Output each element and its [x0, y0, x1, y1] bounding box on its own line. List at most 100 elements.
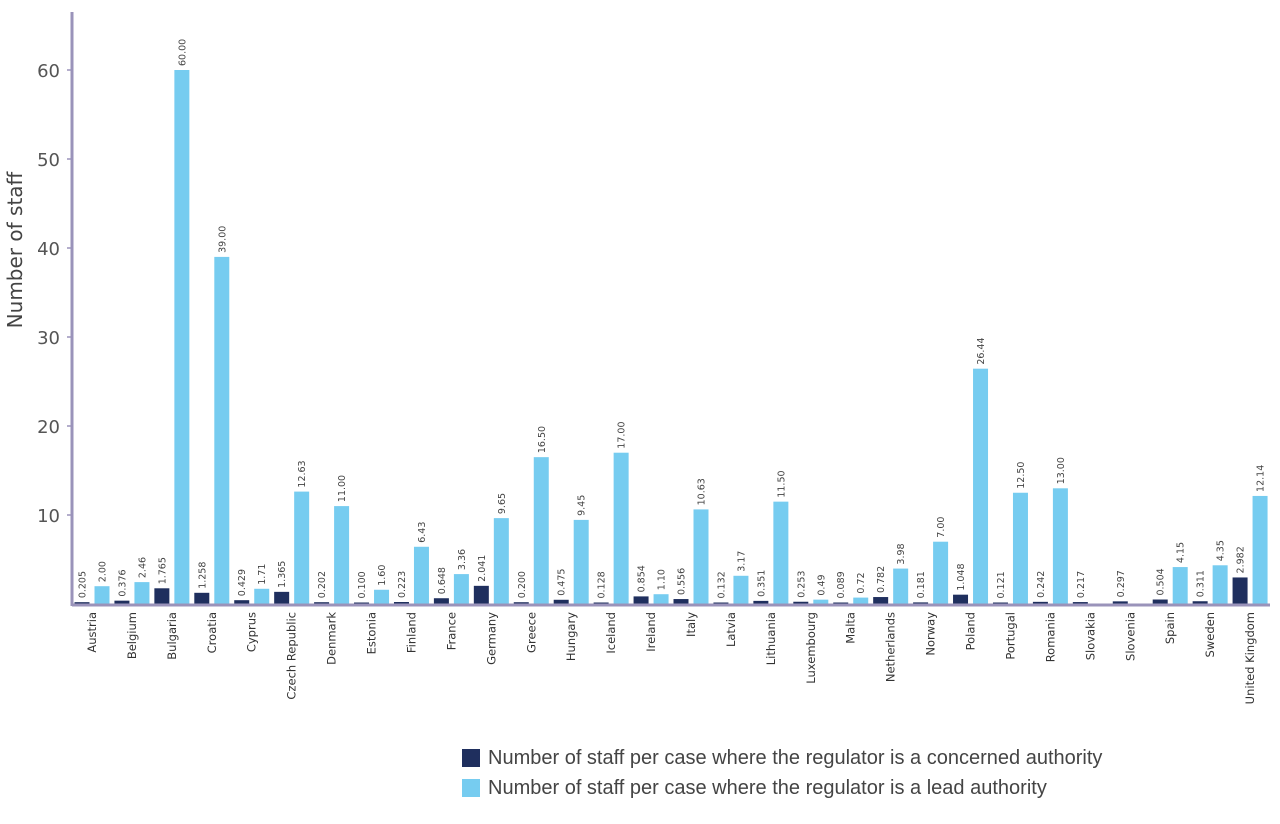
x-tick-label: Belgium	[125, 612, 139, 659]
data-label: 0.121	[996, 571, 1007, 598]
data-label: 1.60	[377, 565, 388, 586]
data-label: 9.45	[577, 495, 588, 516]
data-label: 60.00	[177, 39, 188, 66]
bar-lead	[933, 541, 949, 604]
bar-concerned	[553, 599, 569, 604]
data-label: 13.00	[1056, 457, 1067, 484]
bar-concerned	[1112, 601, 1128, 604]
bar-concerned	[433, 598, 449, 604]
bar-lead	[653, 594, 669, 604]
x-tick-label: Finland	[404, 612, 418, 653]
x-tick-label: Poland	[964, 612, 978, 650]
y-tick-label: 20	[37, 417, 60, 438]
bar-lead	[413, 546, 429, 604]
data-label: 7.00	[936, 517, 947, 538]
bar-concerned	[833, 602, 849, 604]
bar-lead	[1012, 492, 1028, 604]
data-label: 6.43	[417, 522, 428, 543]
bar-concerned	[354, 602, 370, 604]
data-label: 1.10	[657, 569, 668, 590]
data-label: 17.00	[617, 421, 628, 448]
bar-concerned	[593, 602, 609, 604]
x-tick-label: Lithuania	[764, 612, 778, 665]
bar-lead	[94, 586, 110, 604]
data-label: 0.100	[357, 571, 368, 598]
data-label: 0.311	[1196, 570, 1207, 597]
bar-concerned	[234, 600, 250, 604]
x-tick-label: Ireland	[644, 612, 658, 652]
x-tick-label: Austria	[85, 612, 99, 653]
data-label: 0.854	[637, 565, 648, 592]
bar-concerned	[1072, 602, 1088, 604]
bar-lead	[1172, 567, 1188, 604]
bar-lead	[1212, 565, 1228, 604]
data-label: 0.648	[437, 567, 448, 594]
bar-concerned	[673, 599, 689, 604]
data-label: 4.15	[1176, 542, 1187, 563]
bar-concerned	[74, 602, 90, 604]
x-tick-label: Slovenia	[1123, 612, 1137, 661]
data-label: 12.63	[297, 460, 308, 487]
bar-lead	[493, 518, 509, 604]
data-label: 1.765	[157, 557, 168, 584]
x-tick-label: United Kingdom	[1243, 612, 1257, 704]
data-label: 3.17	[736, 551, 747, 572]
data-label: 0.128	[597, 571, 608, 598]
legend-label-concerned: Number of staff per case where the regul…	[488, 746, 1103, 769]
bar-concerned	[114, 600, 130, 604]
bar-concerned	[793, 601, 809, 604]
legend-swatch-concerned	[462, 749, 480, 767]
bar-lead	[693, 509, 709, 604]
data-label: 12.14	[1256, 465, 1267, 492]
data-label: 0.200	[517, 571, 528, 598]
data-label: 39.00	[217, 226, 228, 253]
x-tick-label: Bulgaria	[165, 612, 179, 660]
legend-swatch-lead	[462, 779, 480, 797]
bar-concerned	[753, 600, 769, 604]
bar-concerned	[992, 602, 1008, 604]
data-label: 0.181	[916, 571, 927, 598]
data-label: 0.429	[237, 569, 248, 596]
data-label: 16.50	[537, 426, 548, 453]
data-label: 2.982	[1236, 546, 1247, 573]
x-tick-label: Latvia	[724, 612, 738, 647]
bar-lead	[374, 589, 390, 604]
bar-concerned	[633, 596, 649, 604]
bar-lead	[813, 599, 829, 604]
x-tick-label: Romania	[1043, 612, 1057, 662]
bar-lead	[893, 568, 909, 604]
bar-concerned	[314, 602, 330, 604]
data-label: 0.253	[796, 571, 807, 598]
x-tick-label: France	[444, 612, 458, 650]
data-label: 0.132	[716, 571, 727, 598]
data-label: 0.217	[1076, 571, 1087, 598]
legend-item-concerned: Number of staff per case where the regul…	[462, 744, 1102, 772]
data-label: 9.65	[497, 493, 508, 514]
bar-lead	[1052, 488, 1068, 604]
bar-concerned	[513, 602, 529, 604]
bar-lead	[853, 597, 869, 604]
x-tick-label: Sweden	[1203, 612, 1217, 657]
data-label: 0.202	[317, 571, 328, 598]
data-label: 0.49	[816, 574, 827, 595]
data-label: 0.089	[836, 571, 847, 598]
y-tick-label: 40	[37, 239, 60, 260]
bar-lead	[294, 491, 310, 604]
data-label: 0.205	[78, 571, 89, 598]
x-tick-label: Czech Republic	[285, 612, 299, 700]
data-label: 0.475	[557, 569, 568, 596]
x-tick-label: Slovakia	[1083, 612, 1097, 660]
y-tick-label: 30	[37, 328, 60, 349]
bar-concerned	[873, 597, 889, 604]
x-tick-label: Iceland	[604, 612, 618, 654]
bar-lead	[214, 256, 230, 604]
data-label: 0.223	[397, 571, 408, 598]
bar-concerned	[194, 592, 210, 604]
x-tick-label: Malta	[844, 612, 858, 644]
bar-concerned	[393, 602, 409, 604]
bar-concerned	[154, 588, 170, 604]
bar-lead	[733, 575, 749, 604]
bar-lead	[134, 582, 150, 604]
data-label: 11.00	[337, 475, 348, 502]
data-label: 3.98	[896, 543, 907, 564]
